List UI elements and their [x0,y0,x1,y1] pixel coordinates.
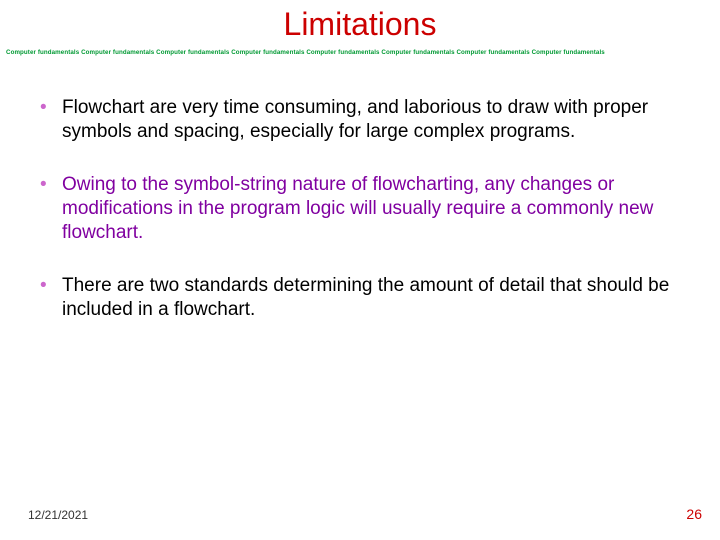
list-item: Owing to the symbol-string nature of flo… [36,173,684,246]
footer-page-number: 26 [686,506,702,522]
bullet-list: Flowchart are very time consuming, and l… [36,96,684,322]
subtitle-repeat-line: Computer fundamentals Computer fundament… [0,47,720,56]
content-area: Flowchart are very time consuming, and l… [0,56,720,322]
slide-title: Limitations [0,0,720,47]
list-item: There are two standards determining the … [36,274,684,323]
footer-date: 12/21/2021 [28,508,88,522]
list-item: Flowchart are very time consuming, and l… [36,96,684,145]
slide: Limitations Computer fundamentals Comput… [0,0,720,540]
